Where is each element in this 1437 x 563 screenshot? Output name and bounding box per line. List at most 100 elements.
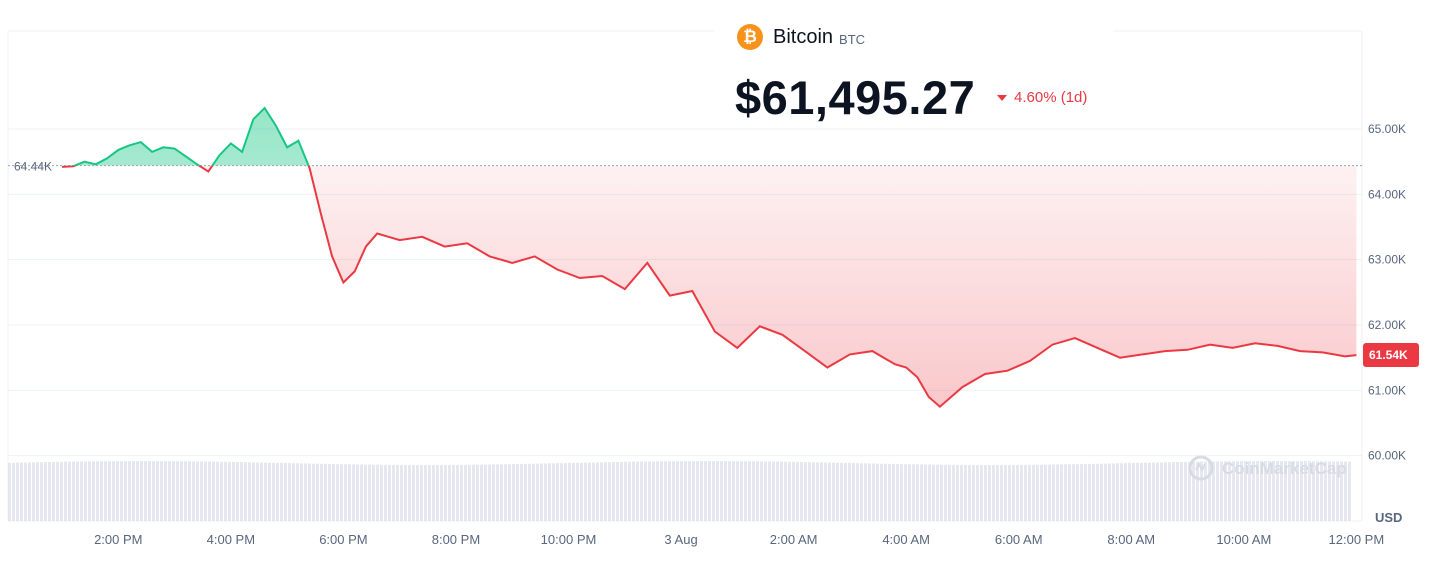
volume-bar [748, 461, 751, 521]
volume-bar [716, 461, 719, 521]
volume-bar [416, 464, 419, 521]
volume-bar [380, 464, 383, 521]
volume-bar [188, 461, 191, 521]
volume-bar [868, 463, 871, 521]
volume-bar [1276, 461, 1279, 521]
y-tick-label: 62.00K [1368, 318, 1406, 332]
volume-bar [1256, 461, 1259, 521]
volume-bar [1284, 461, 1287, 521]
volume-bar [724, 461, 727, 521]
volume-bar [232, 461, 235, 521]
volume-bar [172, 461, 175, 521]
volume-bar [1312, 461, 1315, 521]
x-tick-label: 3 Aug [664, 532, 697, 547]
volume-bar [496, 464, 499, 521]
volume-bar [824, 462, 827, 521]
volume-bar [616, 461, 619, 521]
volume-bar [1016, 464, 1019, 521]
volume-bar [972, 464, 975, 521]
volume-bar [852, 463, 855, 521]
volume-bar [216, 461, 219, 521]
volume-bar [712, 461, 715, 521]
volume-bar [1004, 464, 1007, 521]
y-tick-label: 60.00K [1368, 449, 1406, 463]
volume-bar [884, 463, 887, 521]
volume-bar [60, 461, 63, 521]
volume-bar [988, 464, 991, 521]
volume-bar [964, 464, 967, 521]
price-change: 4.60% (1d) [997, 89, 1087, 106]
x-tick-label: 4:00 PM [207, 532, 255, 547]
volume-bar [432, 464, 435, 521]
volume-bar [1316, 461, 1319, 521]
volume-bar [848, 462, 851, 521]
volume-bar [468, 464, 471, 521]
volume-bar [340, 464, 343, 521]
volume-bar [396, 464, 399, 521]
volume-bar [140, 461, 143, 521]
volume-bar [108, 461, 111, 521]
volume-bar [976, 464, 979, 521]
volume-bar [388, 464, 391, 521]
volume-bar [684, 461, 687, 521]
volume-bar [200, 461, 203, 521]
volume-bar [688, 461, 691, 521]
x-tick-label: 2:00 AM [770, 532, 818, 547]
volume-bar [880, 463, 883, 521]
volume-bar [504, 464, 507, 521]
volume-bar [568, 462, 571, 521]
volume-bar [164, 461, 167, 521]
watermark-text: CoinMarketCap [1222, 459, 1347, 478]
volume-bar [1212, 461, 1215, 521]
volume-bar [240, 462, 243, 521]
volume-bar [992, 464, 995, 521]
volume-bar [1220, 461, 1223, 521]
volume-bar [1288, 461, 1291, 521]
volume-bar [144, 461, 147, 521]
y-axis: 60.00K 61.00K 62.00K 63.00K 64.00K 65.00K [1368, 122, 1406, 463]
volume-bar [1252, 461, 1255, 521]
volume-bar [32, 462, 35, 521]
volume-bar [424, 465, 427, 521]
volume-bar [452, 464, 455, 521]
coin-name: Bitcoin [773, 25, 834, 48]
volume-bar [176, 461, 179, 521]
volume-bar [112, 461, 115, 521]
volume-bar [1144, 462, 1147, 521]
volume-bar [48, 461, 51, 521]
volume-bar [484, 464, 487, 521]
x-tick-label: 8:00 AM [1107, 532, 1155, 547]
current-price: $61,495.27 [735, 71, 976, 124]
volume-bar [592, 462, 595, 521]
volume-bar [640, 461, 643, 521]
volume-bar [12, 462, 15, 521]
volume-bar [1216, 461, 1219, 521]
volume-bar [1304, 461, 1307, 521]
volume-bar [464, 464, 467, 521]
volume-bar [96, 461, 99, 521]
volume-bar [1048, 464, 1051, 521]
volume-bar [1040, 464, 1043, 521]
volume-bar [804, 462, 807, 521]
volume-bar [860, 463, 863, 521]
volume-bar [932, 464, 935, 521]
volume-bar [40, 462, 43, 521]
volume-bar [204, 461, 207, 521]
volume-bar [280, 462, 283, 521]
volume-bar [1104, 463, 1107, 521]
volume-bar [1096, 463, 1099, 521]
volume-bar [272, 462, 275, 521]
volume-bar [220, 461, 223, 521]
volume-bar [1012, 464, 1015, 521]
volume-bar [1060, 464, 1063, 521]
volume-bar [896, 464, 899, 521]
volume-bar [864, 463, 867, 521]
volume-bar [368, 464, 371, 521]
volume-bar [692, 461, 695, 521]
volume-bar [620, 461, 623, 521]
volume-bar [288, 463, 291, 521]
volume-bar [500, 464, 503, 521]
volume-bar [236, 462, 239, 521]
volume-bar [336, 464, 339, 521]
volume-bar [764, 461, 767, 521]
